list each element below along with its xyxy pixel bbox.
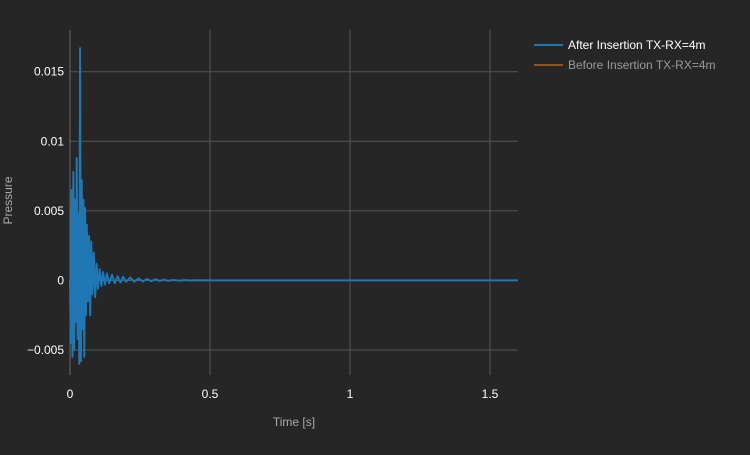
- y-axis-title: Pressure: [1, 176, 15, 224]
- x-tick-label: 1: [347, 387, 354, 401]
- legend: After Insertion TX-RX=4m Before Insertion…: [534, 38, 716, 72]
- x-tick-label: 1.5: [482, 387, 499, 401]
- legend-label: After Insertion TX-RX=4m: [568, 38, 706, 52]
- axes: 0 0.5 1 1.5 −0.005 0 0.005 0.01 0.015: [27, 65, 499, 401]
- legend-item[interactable]: Before Insertion TX-RX=4m: [534, 58, 716, 72]
- legend-item[interactable]: After Insertion TX-RX=4m: [534, 38, 706, 52]
- y-tick-label: 0.015: [34, 65, 64, 79]
- y-tick-label: 0: [57, 273, 64, 287]
- legend-label: Before Insertion TX-RX=4m: [568, 58, 716, 72]
- y-tick-label: 0.005: [34, 204, 64, 218]
- y-tick-label: 0.01: [41, 134, 65, 148]
- x-axis-title: Time [s]: [273, 415, 315, 429]
- series-line[interactable]: [69, 47, 518, 365]
- y-tick-label: −0.005: [27, 343, 64, 357]
- gridlines: [69, 30, 518, 375]
- x-tick-label: 0: [67, 387, 74, 401]
- x-tick-label: 0.5: [202, 387, 219, 401]
- plot-area[interactable]: [69, 47, 518, 365]
